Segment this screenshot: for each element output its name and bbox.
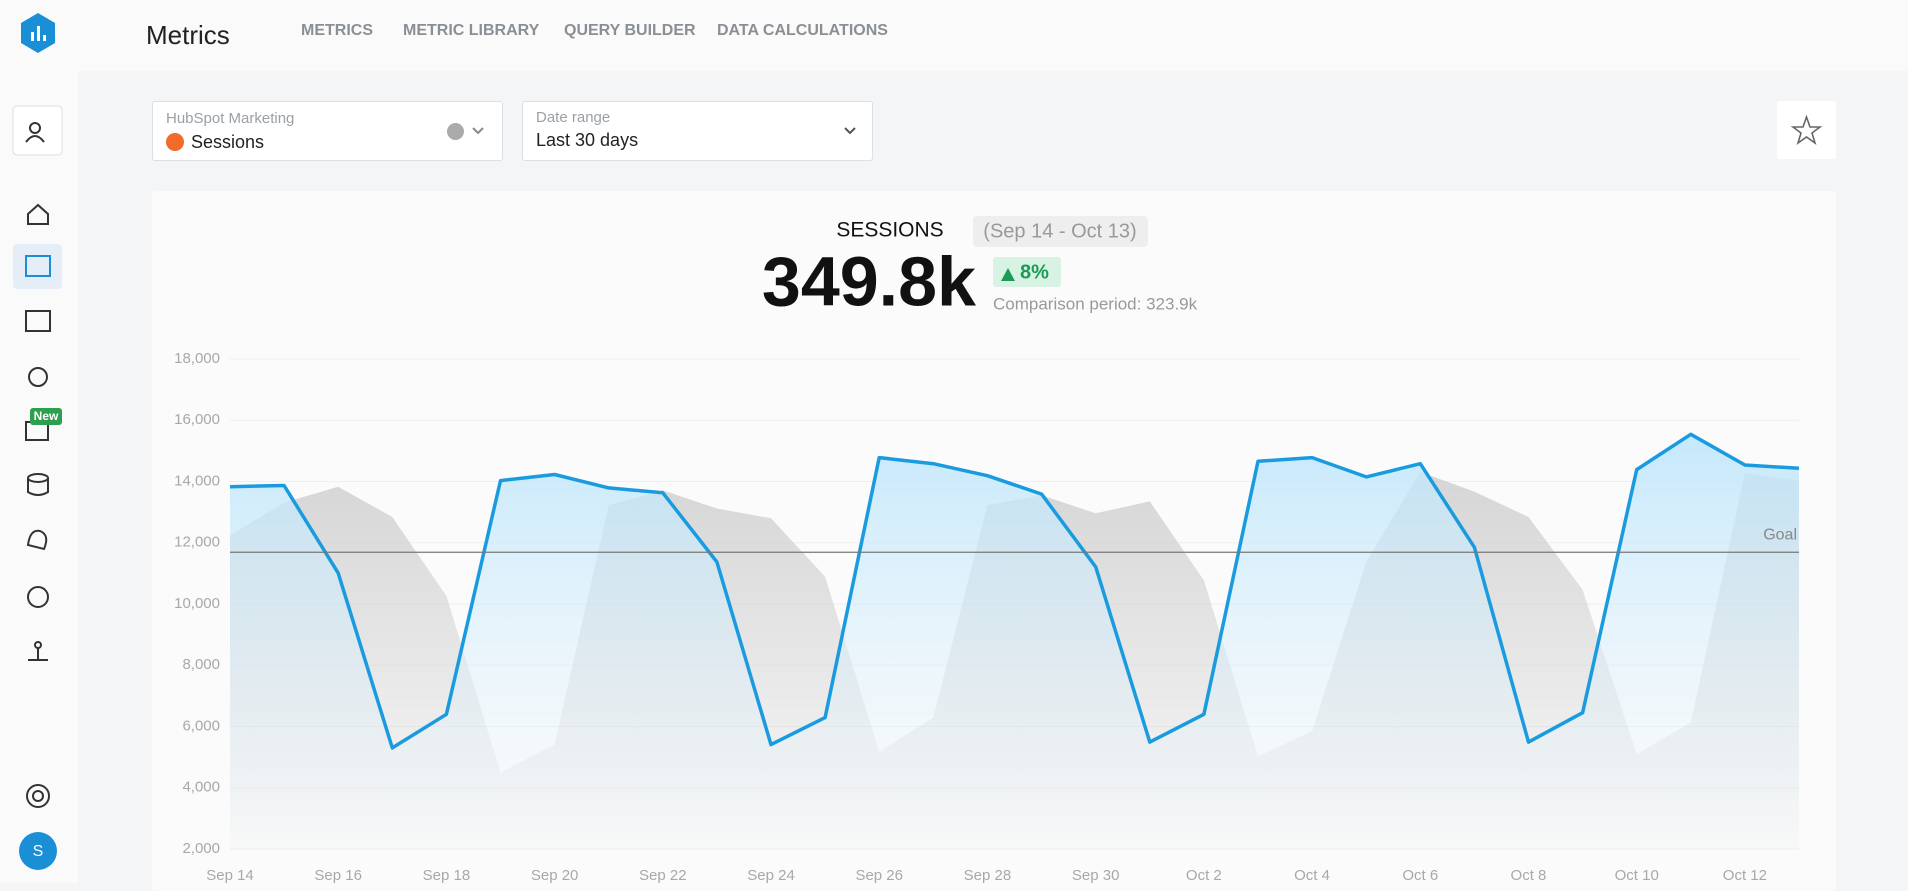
x-tick-label: Oct 2 (1186, 867, 1222, 883)
up-arrow (1001, 268, 1015, 281)
series-line (229, 432, 1800, 750)
account-icon (25, 135, 45, 143)
metric-name: SESSIONS (836, 219, 943, 242)
favorite-button[interactable] (1777, 101, 1836, 159)
chevron-path (844, 127, 856, 135)
avatar-initial: S (33, 843, 44, 860)
metric-selector[interactable]: HubSpot Marketing Sessions (152, 101, 503, 161)
y-tick-label: 10,000 (174, 595, 220, 612)
change: 8% (1020, 261, 1049, 283)
team-icon (28, 648, 48, 661)
y-tick-label: 16,000 (174, 411, 220, 428)
selector-value: Last 30 days (536, 130, 639, 150)
series-area (230, 434, 1799, 849)
x-tick-label: Oct 10 (1615, 867, 1659, 883)
y-tick-label: 4,000 (182, 779, 220, 796)
date-selector[interactable]: Date range Last 30 days (522, 101, 873, 161)
benchmarks-icon[interactable] (27, 586, 49, 608)
star-icon (1790, 114, 1823, 145)
x-tick-label: Oct 6 (1402, 867, 1438, 883)
account-icon (29, 122, 41, 134)
info-icon[interactable] (447, 123, 464, 140)
x-tick-label: Sep 18 (423, 867, 471, 883)
chevron (844, 127, 856, 135)
x-tick-label: Oct 12 (1723, 867, 1767, 883)
y-tick-label: 6,000 (182, 717, 220, 734)
app-title: Metrics (146, 20, 230, 50)
x-tick-label: Sep 26 (855, 867, 903, 883)
period: (Sep 14 - Oct 13) (983, 220, 1136, 242)
nav-link[interactable]: METRICS (301, 22, 373, 39)
x-tick-label: Oct 8 (1511, 867, 1547, 883)
metrics-icon (25, 255, 51, 277)
comparison: Comparison period: 323.9k (993, 294, 1198, 313)
x-tick-label: Oct 4 (1294, 867, 1330, 883)
top-bar (0, 0, 1908, 71)
home-icon[interactable] (27, 203, 49, 225)
y-tick-label: 14,000 (174, 472, 220, 489)
x-tick-label: Sep 20 (531, 867, 579, 883)
hubspot-icon (166, 133, 184, 151)
selector-label: Date range (536, 109, 611, 126)
y-tick-label: 2,000 (182, 840, 220, 857)
logo-bar (31, 32, 34, 41)
logo-bar (43, 35, 46, 41)
x-tick-label: Sep 30 (1072, 867, 1120, 883)
y-tick-label: 12,000 (174, 534, 220, 551)
logo-bar (37, 26, 40, 41)
nav-link[interactable]: QUERY BUILDER (564, 22, 696, 39)
y-tick-label: 8,000 (182, 656, 220, 673)
metric-value: 349.8k (762, 242, 976, 320)
chevron-path (472, 127, 484, 135)
avatar[interactable] (19, 832, 57, 870)
selector-label: HubSpot Marketing (166, 110, 295, 127)
chevron (472, 127, 484, 135)
sidebar-icons: New S (12, 13, 63, 870)
new-badge (30, 408, 62, 425)
help-icon (32, 790, 44, 802)
y-tick-label: 18,000 (174, 350, 220, 367)
alerts-icon[interactable] (26, 529, 48, 551)
x-tick-label: Sep 14 (206, 867, 254, 883)
account-button[interactable] (12, 105, 63, 156)
x-tick-label: Sep 24 (747, 867, 795, 883)
x-tick-label: Sep 28 (964, 867, 1012, 883)
x-tick-label: Sep 22 (639, 867, 687, 883)
nav-link[interactable]: METRIC LIBRARY (403, 22, 540, 39)
dashboard-icon[interactable] (25, 310, 51, 332)
goals-icon[interactable] (28, 367, 48, 387)
goal-label: Goal (1763, 526, 1797, 543)
help-icon[interactable] (26, 784, 50, 808)
selector-value: Sessions (191, 132, 265, 152)
nav-link[interactable]: DATA CALCULATIONS (717, 22, 888, 39)
new-badge-text: New (34, 409, 59, 423)
period-pill (973, 216, 1148, 247)
star (1790, 114, 1823, 145)
data-icon (27, 478, 49, 496)
x-tick-label: Sep 16 (314, 867, 362, 883)
